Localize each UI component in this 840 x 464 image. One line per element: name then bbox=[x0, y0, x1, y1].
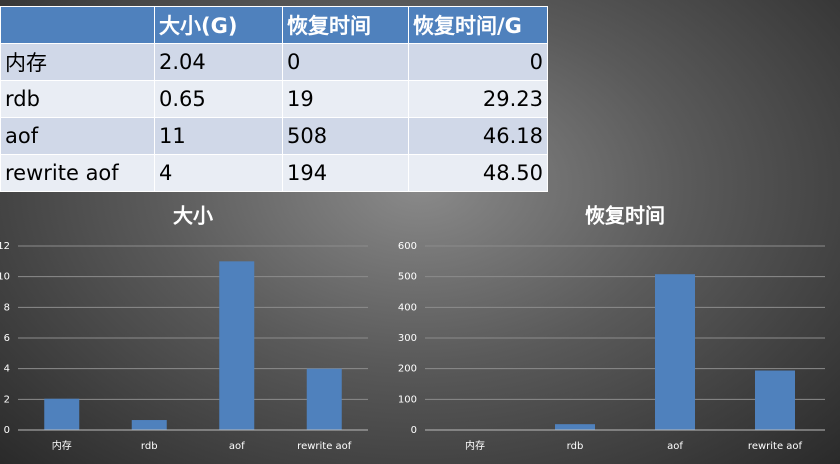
table-cell: 内存 bbox=[0, 43, 155, 81]
header-cell: 恢复时间 bbox=[282, 6, 409, 44]
table-cell: 29.23 bbox=[408, 80, 548, 118]
x-tick-label: aof bbox=[667, 441, 683, 452]
table-cell: 46.18 bbox=[408, 117, 548, 155]
y-tick-label: 6 bbox=[4, 333, 10, 344]
y-tick-label: 10 bbox=[0, 272, 10, 283]
chart-title: 恢复时间 bbox=[585, 204, 665, 228]
table-cell: 48.50 bbox=[408, 154, 548, 192]
x-tick-label: 内存 bbox=[465, 439, 485, 452]
bar bbox=[306, 368, 342, 430]
x-tick-label: rewrite aof bbox=[748, 441, 803, 452]
bar bbox=[219, 261, 255, 430]
table-cell: rewrite aof bbox=[0, 154, 155, 192]
bar bbox=[131, 420, 167, 430]
y-tick-label: 12 bbox=[0, 241, 10, 252]
y-tick-label: 200 bbox=[398, 364, 417, 375]
table-cell: 508 bbox=[282, 117, 409, 155]
table-cell: aof bbox=[0, 117, 155, 155]
y-tick-label: 600 bbox=[398, 241, 417, 252]
x-tick-label: rdb bbox=[567, 441, 584, 452]
y-tick-label: 2 bbox=[4, 394, 10, 405]
header-row: 大小(G) 恢复时间 恢复时间/G bbox=[0, 6, 548, 44]
table-cell: rdb bbox=[0, 80, 155, 118]
x-tick-label: rdb bbox=[141, 441, 158, 452]
bar bbox=[44, 398, 80, 430]
header-cell: 恢复时间/G bbox=[408, 6, 548, 44]
table-row: aof 11 508 46.18 bbox=[0, 117, 548, 155]
table-cell: 4 bbox=[154, 154, 283, 192]
data-table: 大小(G) 恢复时间 恢复时间/G 内存 2.04 0 0 rdb 0.65 19 29.23 aof… bbox=[0, 6, 548, 192]
table-cell: 19 bbox=[282, 80, 409, 118]
y-tick-label: 300 bbox=[398, 333, 417, 344]
table-cell: 0 bbox=[408, 43, 548, 81]
table-row: 内存 2.04 0 0 bbox=[0, 43, 548, 81]
x-tick-label: rewrite aof bbox=[297, 441, 352, 452]
y-tick-label: 500 bbox=[398, 272, 417, 283]
header-cell bbox=[0, 6, 155, 44]
bar bbox=[555, 424, 595, 430]
y-tick-label: 400 bbox=[398, 302, 417, 313]
y-tick-label: 100 bbox=[398, 394, 417, 405]
table-cell: 194 bbox=[282, 154, 409, 192]
chart-title: 大小 bbox=[173, 204, 213, 228]
bar bbox=[655, 274, 695, 430]
table-cell: 0 bbox=[282, 43, 409, 81]
x-tick-label: aof bbox=[229, 441, 245, 452]
y-tick-label: 4 bbox=[4, 364, 10, 375]
bar bbox=[755, 370, 795, 430]
x-tick-label: 内存 bbox=[52, 439, 72, 452]
y-tick-label: 8 bbox=[4, 302, 10, 313]
table-row: rewrite aof 4 194 48.50 bbox=[0, 154, 548, 192]
table-cell: 2.04 bbox=[154, 43, 283, 81]
y-tick-label: 0 bbox=[4, 425, 10, 436]
table-row: rdb 0.65 19 29.23 bbox=[0, 80, 548, 118]
table-cell: 0.65 bbox=[154, 80, 283, 118]
y-tick-label: 0 bbox=[411, 425, 417, 436]
